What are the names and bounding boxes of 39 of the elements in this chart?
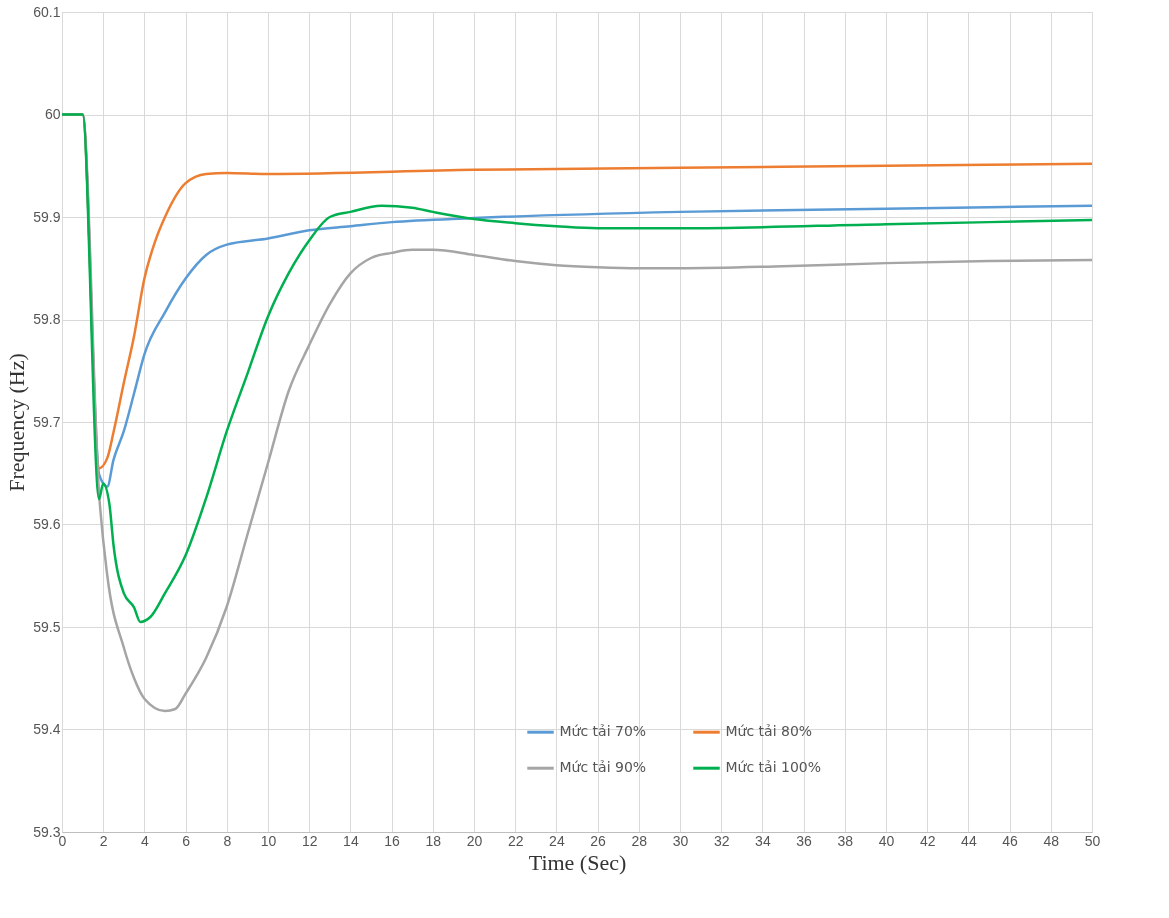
x-tick-label: 16	[384, 832, 401, 849]
x-tick-label: 36	[796, 832, 813, 849]
x-tick-label: 4	[141, 832, 149, 849]
x-tick-label: 42	[919, 832, 936, 849]
x-tick-label: 38	[837, 832, 854, 849]
x-tick-label: 2	[99, 832, 108, 849]
y-axis-title: Frequency (Hz)	[4, 353, 30, 492]
x-tick-label: 24	[549, 832, 565, 849]
y-tick-label: 59.6	[33, 516, 61, 532]
y-tick-label: 59.9	[33, 208, 61, 225]
legend-label: Mức tải 70%	[559, 723, 647, 740]
x-tick-label: 14	[343, 832, 359, 849]
x-tick-label: 26	[590, 832, 607, 849]
x-tick-label: 50	[1084, 832, 1101, 849]
x-tick-label: 22	[507, 832, 524, 849]
y-tick-label: 59.8	[33, 311, 61, 327]
x-tick-label: 12	[301, 832, 318, 849]
y-tick-label: 59.7	[33, 413, 61, 430]
x-tick-label: 10	[260, 832, 277, 849]
x-tick-label: 8	[223, 832, 232, 849]
x-tick-label: 46	[1002, 832, 1019, 849]
y-tick-label: 60	[44, 106, 61, 122]
x-tick-label: 34	[755, 832, 771, 849]
x-tick-label: 6	[182, 832, 191, 849]
x-tick-label: 40	[878, 832, 895, 849]
legend-label: Mức tải 80%	[725, 723, 813, 740]
x-axis-title: Time (Sec)	[528, 849, 627, 875]
x-tick-label: 48	[1043, 832, 1060, 849]
x-tick-label: 18	[425, 832, 442, 849]
x-tick-label: 28	[631, 832, 648, 849]
x-tick-label: 32	[713, 832, 730, 849]
x-tick-label: 44	[961, 832, 977, 849]
legend-label: Mức tải 90%	[559, 759, 647, 776]
x-tick-label: 30	[672, 832, 689, 849]
x-tick-label: 20	[466, 832, 483, 849]
legend-label: Mức tải 100%	[725, 759, 822, 776]
y-tick-label: 59.4	[33, 721, 61, 737]
y-tick-label: 59.5	[33, 618, 61, 635]
y-tick-label: 60.1	[33, 3, 61, 20]
